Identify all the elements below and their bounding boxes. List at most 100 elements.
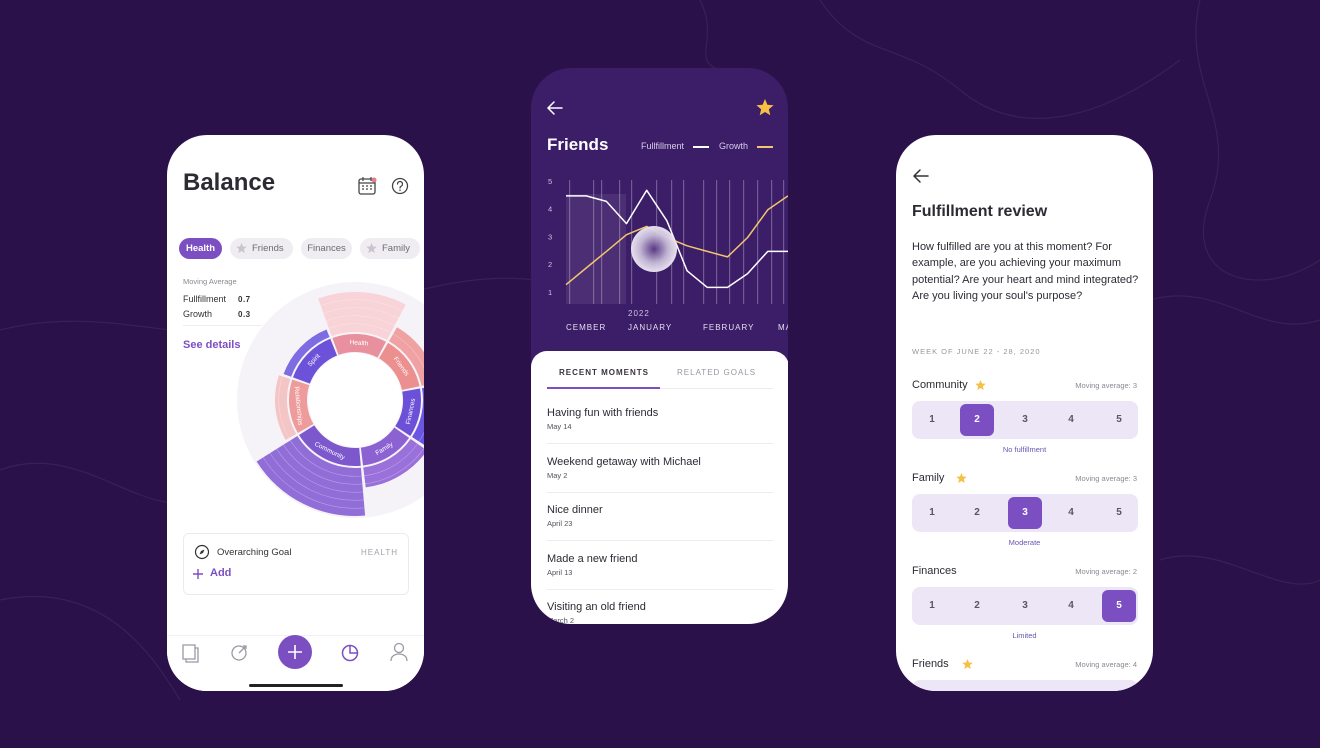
rating-number: 2 xyxy=(974,507,980,518)
star-icon xyxy=(756,99,774,116)
x-tick-label: FEBRUARY xyxy=(703,323,754,332)
moment-item[interactable]: Made a new friend April 13 xyxy=(547,549,773,597)
back-arrow[interactable] xyxy=(912,169,930,183)
compass-icon xyxy=(194,544,210,560)
nav-journal-icon[interactable] xyxy=(182,644,199,663)
rating-number: 1 xyxy=(929,414,935,425)
star-icon xyxy=(962,659,973,669)
y-tick-label: 2 xyxy=(548,260,552,269)
chart-column xyxy=(631,180,633,304)
moving-average: Moving average: 2 xyxy=(1075,567,1137,576)
filter-tab[interactable]: Family xyxy=(360,238,420,259)
moment-item[interactable]: Visiting an old friend March 2 xyxy=(547,597,773,624)
moment-item[interactable]: Weekend getaway with Michael May 2 xyxy=(547,452,773,500)
chart-column xyxy=(757,180,759,304)
chart-column xyxy=(619,180,621,304)
wheel-outer-sector xyxy=(318,292,406,340)
add-goal-label: Add xyxy=(210,567,232,579)
nav-profile-body[interactable] xyxy=(390,653,408,662)
rating-option[interactable]: 1 xyxy=(915,683,949,691)
rating-option[interactable]: 4 xyxy=(1054,404,1088,436)
wheel-ring-sector xyxy=(299,425,361,466)
wheel-outer-sector xyxy=(275,375,297,440)
metric-value: 0.7 xyxy=(238,295,251,304)
rating-option[interactable]: 2 xyxy=(960,404,994,436)
goal-title: Overarching Goal xyxy=(217,547,292,558)
back-arrow[interactable] xyxy=(546,101,564,115)
moment-date: April 13 xyxy=(547,567,573,577)
tab-recent-moments[interactable]: RECENT MOMENTS xyxy=(559,368,649,377)
rating-option[interactable]: 1 xyxy=(915,404,949,436)
rating-option[interactable]: 2 xyxy=(960,497,994,529)
see-details-link[interactable]: See details xyxy=(183,339,241,351)
rating-option[interactable]: 5 xyxy=(1102,683,1136,691)
review-screen: Fulfillment review How fulfilled are you … xyxy=(896,135,1153,691)
back-arrow-path xyxy=(912,169,929,183)
rating-option[interactable]: 3 xyxy=(1008,590,1042,622)
filter-tab[interactable]: Friends xyxy=(230,238,293,259)
nav-goals-arrow[interactable] xyxy=(238,645,247,654)
rating-number: 1 xyxy=(929,507,935,518)
moment-date: May 14 xyxy=(547,422,572,431)
tab-star xyxy=(366,243,377,253)
moment-title: Having fun with friends xyxy=(547,407,659,419)
series-line xyxy=(566,189,788,289)
moment-date: March 2 xyxy=(547,616,575,624)
rating-scale: 1 2 3 4 5 xyxy=(912,401,1138,439)
filter-tab[interactable]: Health xyxy=(179,238,222,259)
add-goal-button[interactable]: Add xyxy=(193,566,253,582)
rating-option[interactable]: 4 xyxy=(1054,590,1088,622)
rating-option[interactable]: 5 xyxy=(1102,497,1136,529)
rating-option[interactable]: 5 xyxy=(1102,404,1136,436)
year-label: 2022 xyxy=(628,309,650,318)
rating-option[interactable]: 2 xyxy=(960,590,994,622)
selection-bubble xyxy=(631,226,677,272)
rating-number: 4 xyxy=(1068,507,1074,518)
rating-option[interactable]: 2 xyxy=(960,683,994,691)
rating-number: 1 xyxy=(929,600,935,611)
rating-scale: 1 2 3 4 5 xyxy=(912,587,1138,625)
rating-option[interactable]: 4 xyxy=(1054,497,1088,529)
wheel-outer-sector xyxy=(256,436,366,516)
wheel-outer-sector xyxy=(363,439,424,488)
star-icon xyxy=(956,473,967,483)
rating-number: 2 xyxy=(974,600,980,611)
x-tick-label: JANUARY xyxy=(628,323,672,332)
chart-column xyxy=(683,180,685,304)
wheel-label: Relationships xyxy=(293,386,304,426)
y-tick-label: 1 xyxy=(548,288,552,297)
rating-option[interactable]: 3 xyxy=(1008,497,1042,529)
x-tick-label: CEMBER xyxy=(566,323,606,332)
rating-option[interactable]: 1 xyxy=(915,590,949,622)
nav-profile-head[interactable] xyxy=(393,642,405,654)
filter-tab[interactable]: Finances xyxy=(301,238,352,259)
plus-icon xyxy=(193,569,203,579)
rating-option[interactable]: 1 xyxy=(915,497,949,529)
nav-goals-icon[interactable] xyxy=(231,645,247,661)
rating-option[interactable]: 5 xyxy=(1102,590,1136,622)
wheel-ring-sector xyxy=(332,334,386,358)
rating-option[interactable]: 4 xyxy=(1054,683,1088,691)
category-name: Family xyxy=(912,472,945,484)
rating-number: 5 xyxy=(1116,600,1122,611)
wheel-ring-sector xyxy=(289,379,314,433)
contour xyxy=(1159,555,1320,585)
wheel-outer-sector xyxy=(412,387,424,445)
rating-number: 5 xyxy=(1116,414,1122,425)
moment-item[interactable]: Having fun with friends May 14 xyxy=(547,403,773,451)
star-icon xyxy=(236,243,247,253)
nav-balance-slice[interactable] xyxy=(349,645,358,654)
back-arrow-path xyxy=(546,101,563,115)
moment-item[interactable]: Nice dinner April 23 xyxy=(547,500,773,548)
rating-option[interactable]: 3 xyxy=(1008,683,1042,691)
balance-screen: Balance Health Friends Finances Family Moving… xyxy=(167,135,424,691)
moment-divider xyxy=(547,443,773,444)
moment-divider xyxy=(547,588,773,590)
contour xyxy=(1149,295,1320,325)
nav-add-plus[interactable] xyxy=(288,645,302,659)
rating-status: Moderate xyxy=(1008,538,1041,547)
rating-option[interactable]: 3 xyxy=(1008,404,1042,436)
favorite-star[interactable] xyxy=(756,99,774,117)
tab-related-goals[interactable]: RELATED GOALS xyxy=(677,368,757,377)
